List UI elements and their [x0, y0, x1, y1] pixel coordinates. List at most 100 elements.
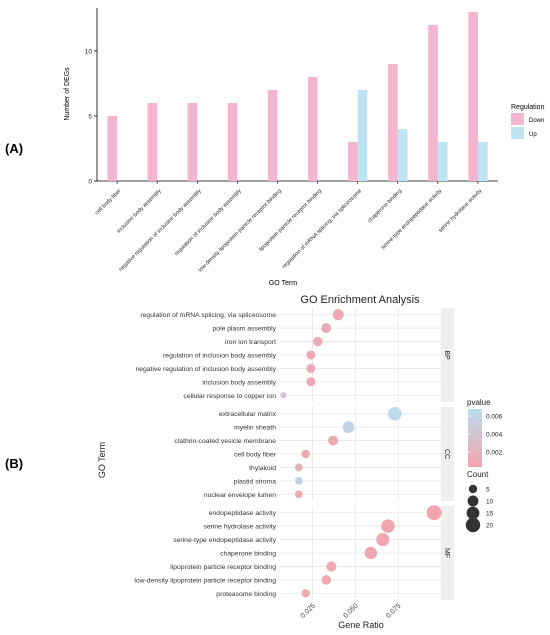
bar-down [428, 24, 438, 181]
dot-point [364, 546, 378, 560]
dot-plot-x-axis-title: Gene Ratio [338, 620, 384, 630]
bar-down [307, 76, 318, 181]
term-label: regulation of inclusion body assembly [163, 353, 277, 360]
colorbar-tick-label: 0.004 [486, 431, 503, 438]
x-tick-label: 0.050 [342, 602, 359, 619]
count-legend: Count 5 10 15 20 [465, 470, 494, 533]
dot-point [294, 463, 303, 472]
bar-down [267, 89, 278, 181]
term-label: extracellular matrix [219, 411, 277, 418]
count-legend-dot [465, 517, 481, 533]
x-tick-label: regulation of mRNA splicing, via spliceo… [281, 188, 363, 270]
legend-label-up: Up [529, 132, 537, 138]
count-legend-items: 5 10 15 20 [465, 484, 494, 533]
bar-down [348, 141, 358, 181]
y-tick-label: 10 [85, 48, 93, 55]
term-label: serine hydrolase activity [203, 524, 276, 531]
y-tick-label: 0 [88, 179, 92, 186]
bar-chart-y-axis-title: Number of DEGs [64, 67, 71, 121]
term-label: inclusion body assembly [202, 379, 276, 386]
bar-up [357, 89, 368, 181]
dot-point [294, 490, 303, 499]
dot-point [376, 532, 390, 547]
dot-point [321, 575, 331, 585]
panel-a-label: (A) [5, 141, 23, 156]
x-tick-label: 0.075 [385, 602, 402, 619]
x-tick-label: chaperone binding [367, 188, 403, 224]
facet-strip-label: BP [443, 350, 450, 360]
facet-strip [441, 506, 454, 600]
bar-down [227, 102, 238, 181]
y-tick-label: 5 [88, 113, 92, 120]
panel-b-label: (B) [5, 456, 23, 471]
dot-point [294, 476, 303, 485]
term-label: endopeptidase activity [209, 510, 277, 517]
bar-down [388, 63, 398, 182]
legend-swatch-down [511, 113, 524, 125]
dot-plot-x-ticks: 0.025 0.050 0.075 [300, 602, 403, 619]
count-legend-label: 15 [486, 511, 494, 518]
bar-chart-bars [107, 11, 488, 182]
count-legend-title: Count [467, 470, 489, 479]
bar-chart-y-ticks: 0 5 10 [85, 48, 97, 186]
dot-point [426, 505, 442, 521]
bar-up [437, 141, 448, 181]
count-legend-label: 5 [486, 487, 490, 494]
dot-point [381, 519, 395, 533]
term-label: cellular response to copper ion [183, 393, 276, 400]
dot-point [328, 435, 339, 446]
term-label: low-density lipoprotein particle recepto… [134, 577, 276, 584]
dot-point [388, 406, 402, 421]
x-tick-label: 0.025 [300, 602, 317, 619]
term-label: pole plasm assembly [213, 326, 277, 333]
term-label: cell body fiber [234, 452, 277, 459]
bar-up [397, 128, 408, 181]
pvalue-colorbar [468, 409, 482, 467]
term-label: proteasome binding [216, 591, 276, 598]
dot-point [306, 377, 316, 387]
count-legend-label: 20 [486, 523, 494, 530]
bar-down [107, 115, 118, 181]
count-legend-dot [466, 506, 480, 520]
facet-strip-label: CC [443, 449, 450, 459]
colorbar-tick-label: 0.006 [486, 414, 503, 421]
dot-plot-y-axis-title: GO Term [97, 442, 107, 478]
dot-point [332, 309, 344, 321]
dot-plot: GO Enrichment Analysis BP regulation of m… [97, 294, 503, 630]
regulation-legend-title: Regulation [511, 104, 545, 111]
count-legend-dot [468, 484, 478, 494]
term-label: thylakoid [249, 465, 276, 472]
dot-point [342, 421, 355, 433]
dot-plot-title: GO Enrichment Analysis [300, 294, 420, 306]
term-label: nuclear envelope lumen [204, 492, 276, 499]
count-legend-label: 10 [486, 499, 494, 506]
dot-point [301, 589, 310, 598]
term-label: iron ion transport [225, 339, 276, 346]
pvalue-legend-title: pvalue [467, 398, 491, 407]
dot-point [321, 323, 332, 334]
term-label: regulation of mRNA splicing, via spliceo… [140, 312, 276, 319]
bar-down [187, 102, 198, 181]
x-tick-label: cell body fiber [94, 188, 122, 216]
dot-point [280, 392, 287, 399]
facet-strip [441, 308, 454, 402]
x-tick-label: inclusion body assembly [116, 188, 163, 235]
facet-strip-label: MF [443, 548, 450, 558]
term-label: lipoprotein particle receptor binding [170, 564, 276, 571]
dot-point [312, 336, 323, 347]
dot-point [306, 350, 316, 360]
term-label: serine-type endopeptidase activity [173, 537, 276, 544]
dot-point [301, 449, 310, 459]
legend-label-down: Down [529, 118, 544, 124]
term-label: clathrin-coated vesicle membrane [174, 438, 276, 445]
bar-down [468, 11, 478, 182]
regulation-legend: Regulation Down Up [511, 104, 545, 139]
dot-plot-facets: BP regulation of mRNA splicing, via splic… [134, 308, 454, 600]
dot-point [326, 561, 337, 572]
facet-strip [441, 407, 454, 501]
x-tick-label: serine hydrolase activity [438, 188, 484, 234]
count-legend-dot [467, 495, 479, 507]
